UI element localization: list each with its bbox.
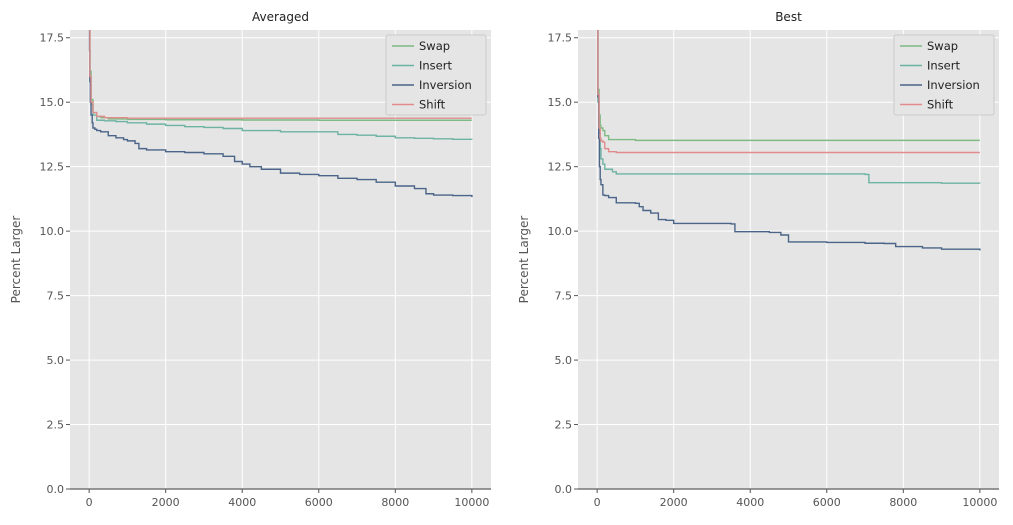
legend-box <box>893 34 995 116</box>
series-line-swap <box>597 30 980 142</box>
x-tick-label: 0 <box>594 496 601 509</box>
y-axis-label: Percent Larger <box>9 216 23 304</box>
x-tick-label: 6000 <box>305 496 333 509</box>
y-tick-label: 7.5 <box>555 290 573 303</box>
x-tick-label: 2000 <box>152 496 180 509</box>
x-tick-label: 10000 <box>962 496 997 509</box>
legend-box <box>385 34 487 116</box>
legend-label-swap: Swap <box>419 39 450 53</box>
legend-label-inversion: Inversion <box>419 78 472 92</box>
panel-best: 0.0 2.5 5.0 7.5 10.0 12.5 15.0 17.5 0 2000 4000 600… <box>517 10 999 509</box>
x-tick-label: 4000 <box>736 496 764 509</box>
y-tick-label: 0.0 <box>47 483 65 496</box>
chart-title: Averaged <box>252 10 309 24</box>
y-tick-label: 12.5 <box>548 161 573 174</box>
y-tick-label: 10.0 <box>548 225 573 238</box>
series-line-insert <box>89 30 473 141</box>
series-line-shift <box>597 30 980 154</box>
y-tick-label: 17.5 <box>40 32 65 45</box>
x-tick-label: 0 <box>86 496 93 509</box>
legend-label-inversion: Inversion <box>927 78 980 92</box>
y-tick-label: 7.5 <box>47 290 65 303</box>
x-tick-label: 10000 <box>454 496 489 509</box>
y-tick-label: 10.0 <box>40 225 65 238</box>
y-axis-label: Percent Larger <box>517 216 531 304</box>
x-tick-label: 8000 <box>381 496 409 509</box>
series-group <box>88 30 473 198</box>
legend-label-shift: Shift <box>927 98 954 112</box>
y-tick-label: 15.0 <box>40 96 65 109</box>
legend-label-insert: Insert <box>927 59 960 73</box>
x-tick-label: 4000 <box>228 496 256 509</box>
y-tick-label: 5.0 <box>47 354 65 367</box>
series-line-shift <box>89 30 472 119</box>
x-tick-label: 8000 <box>889 496 917 509</box>
x-tick-label: 2000 <box>660 496 688 509</box>
series-line-inversion <box>88 30 473 198</box>
y-tick-label: 17.5 <box>548 32 573 45</box>
series-line-inversion <box>597 30 981 251</box>
y-tick-label: 0.0 <box>555 483 573 496</box>
chart-title: Best <box>775 10 802 24</box>
y-tick-label: 15.0 <box>548 96 573 109</box>
legend-label-shift: Shift <box>419 98 446 112</box>
y-tick-label: 2.5 <box>47 419 65 432</box>
x-tick-label: 6000 <box>813 496 841 509</box>
y-tick-label: 2.5 <box>555 419 573 432</box>
legend: Swap Insert Inversion Shift <box>893 34 995 116</box>
legend-label-swap: Swap <box>927 39 958 53</box>
legend: Swap Insert Inversion Shift <box>385 34 487 116</box>
panel-averaged: 0.0 2.5 5.0 7.5 10.0 12.5 15.0 17.5 0 2000 4000 600… <box>9 10 491 509</box>
series-group <box>597 30 981 251</box>
y-tick-label: 12.5 <box>40 161 65 174</box>
legend-label-insert: Insert <box>419 59 452 73</box>
y-tick-label: 5.0 <box>555 354 573 367</box>
